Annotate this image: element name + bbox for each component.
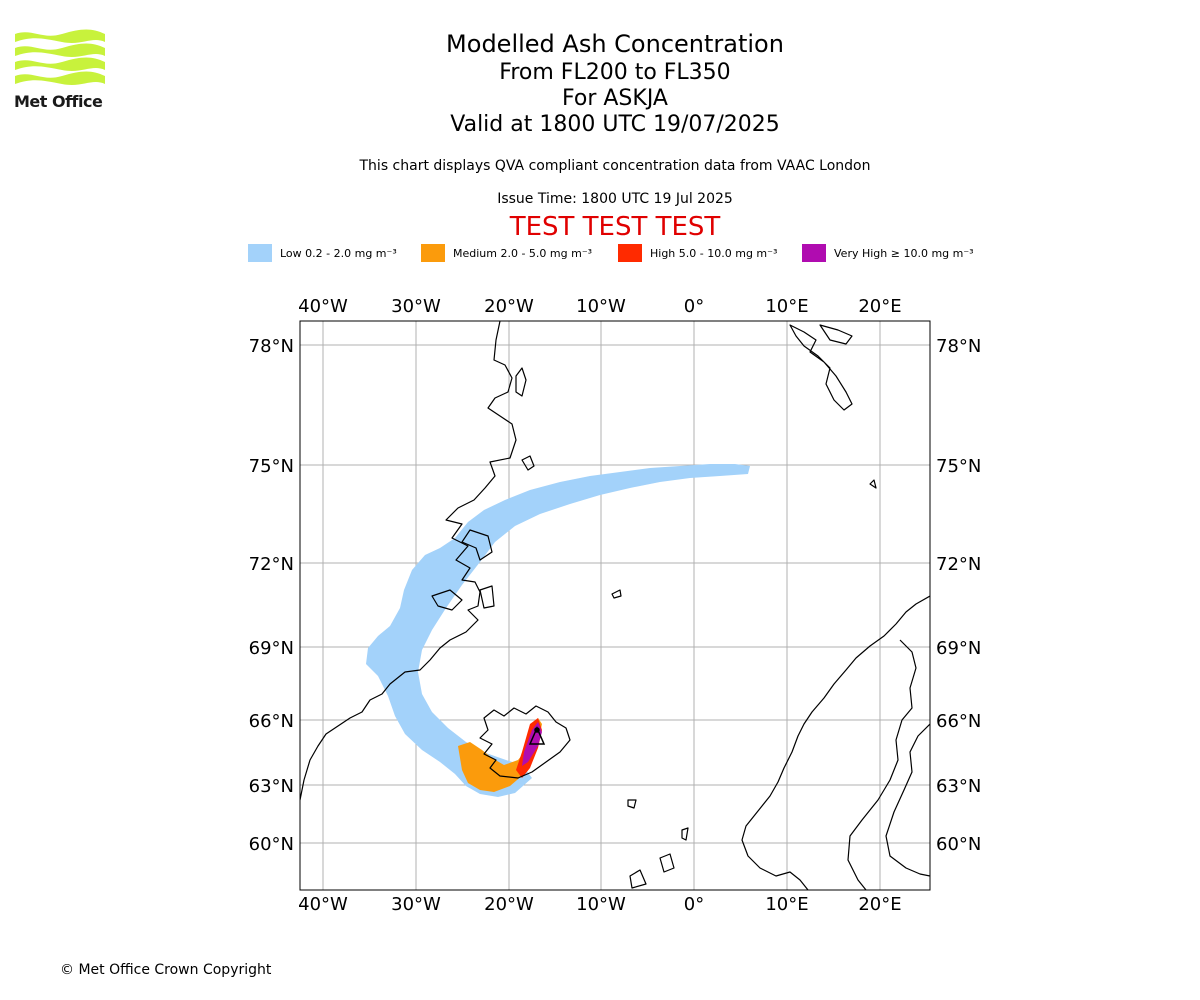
lon-tick-bottom: 30°W (391, 894, 441, 915)
lon-tick-top: 20°E (858, 296, 901, 317)
chart-title: Modelled Ash Concentration (446, 30, 784, 58)
coastlines (300, 321, 930, 890)
lon-tick-bottom: 10°E (765, 894, 808, 915)
copyright-notice: © Met Office Crown Copyright (60, 962, 272, 978)
lat-tick-left: 72°N (249, 554, 294, 575)
lon-tick-top: 10°E (765, 296, 808, 317)
lon-tick-bottom: 20°E (858, 894, 901, 915)
lon-labels-top: 40°W 30°W 20°W 10°W 0° 10°E 20°E (298, 296, 901, 317)
lon-tick-top: 40°W (298, 296, 348, 317)
test-banner: TEST TEST TEST (509, 212, 721, 242)
lon-tick-bottom: 10°W (576, 894, 626, 915)
lon-tick-bottom: 0° (684, 894, 704, 915)
ash-low-concentration (366, 464, 750, 797)
met-office-logo-icon (15, 29, 105, 85)
lat-tick-right: 60°N (936, 834, 981, 855)
lon-tick-bottom: 20°W (484, 894, 534, 915)
volcano-name: For ASKJA (562, 86, 668, 111)
lat-tick-left: 60°N (249, 834, 294, 855)
legend: Low 0.2 - 2.0 mg m⁻³ Medium 2.0 - 5.0 mg… (0, 244, 1200, 264)
lat-tick-right: 72°N (936, 554, 981, 575)
lat-tick-left: 63°N (249, 776, 294, 797)
lon-tick-top: 0° (684, 296, 704, 317)
lat-tick-right: 63°N (936, 776, 981, 797)
lat-tick-right: 78°N (936, 336, 981, 357)
map-background (300, 321, 930, 890)
lon-tick-bottom: 40°W (298, 894, 348, 915)
lon-tick-top: 10°W (576, 296, 626, 317)
map-frame (299, 320, 931, 891)
valid-time: Valid at 1800 UTC 19/07/2025 (450, 112, 780, 137)
lat-tick-left: 75°N (249, 456, 294, 477)
legend-item-very-high: Very High ≥ 10.0 mg m⁻³ (802, 244, 974, 262)
lat-tick-left: 66°N (249, 711, 294, 732)
lon-tick-top: 30°W (391, 296, 441, 317)
lat-tick-right: 69°N (936, 638, 981, 659)
issue-time: Issue Time: 1800 UTC 19 Jul 2025 (497, 191, 733, 207)
flight-level-range: From FL200 to FL350 (499, 60, 731, 85)
logo-wordmark: Met Office (14, 92, 103, 111)
legend-swatch-low (248, 244, 272, 262)
legend-swatch-very-high (802, 244, 826, 262)
legend-label-medium: Medium 2.0 - 5.0 mg m⁻³ (453, 246, 593, 260)
lon-tick-top: 20°W (484, 296, 534, 317)
lat-labels-right: 78°N 75°N 72°N 69°N 66°N 63°N 60°N (936, 336, 981, 855)
legend-swatch-high (618, 244, 642, 262)
legend-item-low: Low 0.2 - 2.0 mg m⁻³ (248, 244, 397, 262)
legend-item-medium: Medium 2.0 - 5.0 mg m⁻³ (421, 244, 592, 262)
lat-tick-left: 69°N (249, 638, 294, 659)
lat-labels-left: 78°N 75°N 72°N 69°N 66°N 63°N 60°N (249, 336, 294, 855)
subtitle: This chart displays QVA compliant concen… (359, 158, 871, 174)
volcano-marker-icon (528, 726, 546, 745)
legend-label-very-high: Very High ≥ 10.0 mg m⁻³ (834, 246, 974, 260)
legend-label-high: High 5.0 - 10.0 mg m⁻³ (650, 246, 778, 260)
lat-tick-right: 75°N (936, 456, 981, 477)
lat-tick-left: 78°N (249, 336, 294, 357)
lon-labels-bottom: 40°W 30°W 20°W 10°W 0° 10°E 20°E (298, 894, 901, 915)
chart-title-block: Modelled Ash Concentration From FL200 to… (315, 28, 915, 138)
legend-item-high: High 5.0 - 10.0 mg m⁻³ (618, 244, 777, 262)
legend-label-low: Low 0.2 - 2.0 mg m⁻³ (280, 246, 397, 260)
legend-swatch-medium (421, 244, 445, 262)
lat-tick-right: 66°N (936, 711, 981, 732)
